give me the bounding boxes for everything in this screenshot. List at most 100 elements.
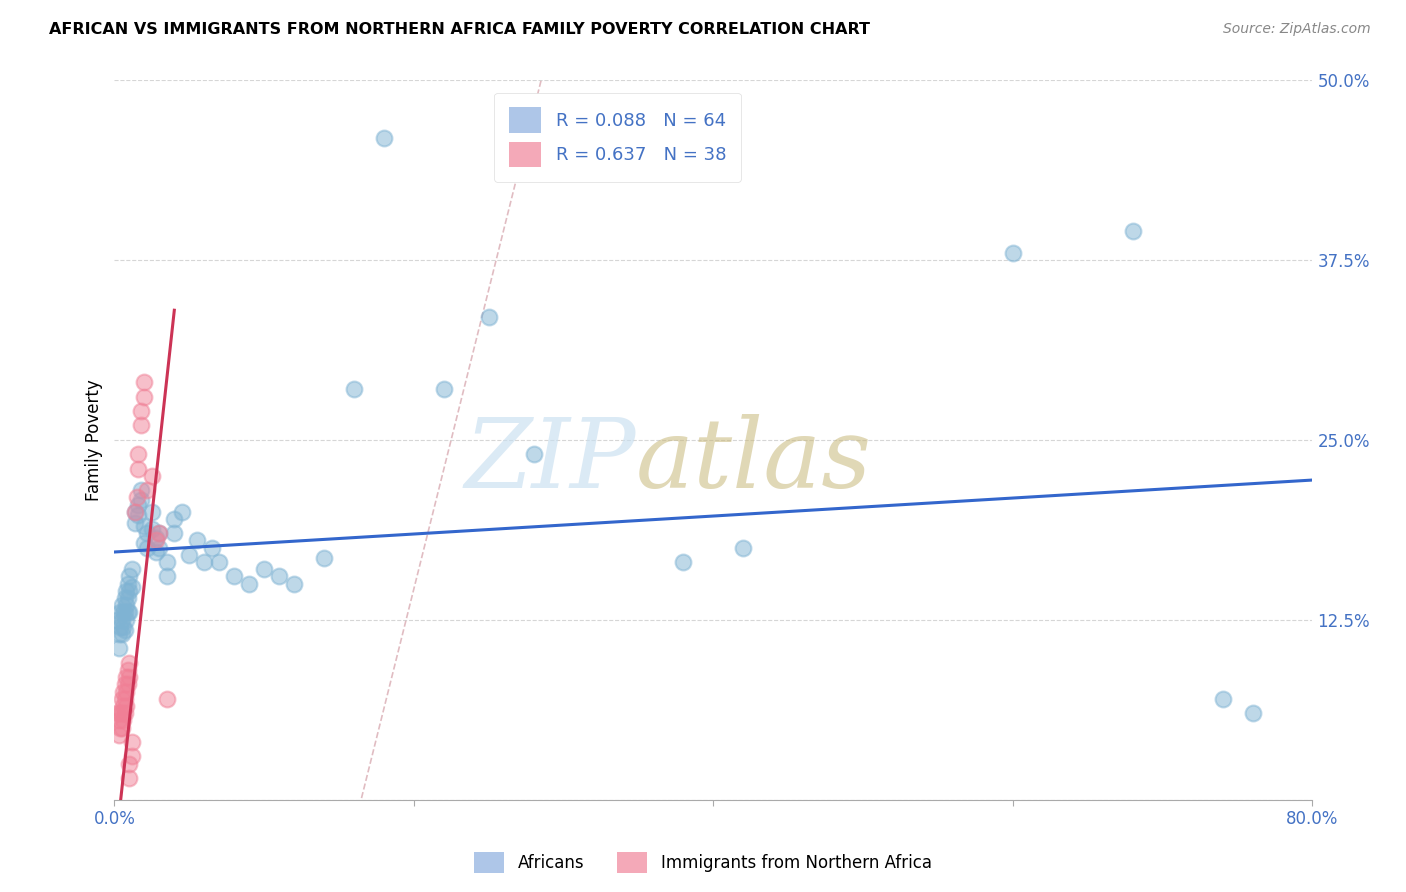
- Point: [118, 670, 141, 684]
- Point: [112, 620, 135, 634]
- Point: [111, 721, 134, 735]
- Point: [107, 613, 129, 627]
- Point: [201, 541, 224, 555]
- Point: [115, 613, 138, 627]
- Point: [1212, 691, 1234, 706]
- Point: [343, 383, 366, 397]
- Point: [156, 569, 179, 583]
- Point: [117, 576, 139, 591]
- Point: [111, 691, 134, 706]
- Point: [114, 623, 136, 637]
- Point: [114, 591, 136, 605]
- Point: [118, 606, 141, 620]
- Point: [118, 771, 141, 785]
- Point: [186, 533, 208, 548]
- Point: [131, 418, 153, 433]
- Point: [124, 505, 146, 519]
- Point: [115, 670, 138, 684]
- Point: [111, 627, 134, 641]
- Point: [170, 505, 193, 519]
- Point: [121, 562, 143, 576]
- Point: [124, 516, 146, 531]
- Point: [1122, 224, 1144, 238]
- Point: [118, 569, 141, 583]
- Point: [127, 461, 149, 475]
- Point: [156, 555, 179, 569]
- Point: [121, 735, 143, 749]
- Point: [148, 541, 170, 555]
- Point: [253, 562, 276, 576]
- Legend: R = 0.088   N = 64, R = 0.637   N = 38: R = 0.088 N = 64, R = 0.637 N = 38: [495, 93, 741, 182]
- Point: [118, 583, 141, 598]
- Point: [131, 483, 153, 497]
- Point: [134, 519, 156, 533]
- Point: [127, 447, 149, 461]
- Point: [112, 606, 135, 620]
- Point: [108, 627, 131, 641]
- Point: [127, 508, 149, 522]
- Text: atlas: atlas: [636, 415, 872, 508]
- Point: [145, 545, 167, 559]
- Text: Source: ZipAtlas.com: Source: ZipAtlas.com: [1223, 22, 1371, 37]
- Point: [111, 599, 134, 613]
- Point: [1241, 706, 1264, 721]
- Point: [148, 526, 170, 541]
- Point: [131, 404, 153, 418]
- Point: [163, 512, 186, 526]
- Point: [312, 550, 335, 565]
- Point: [115, 684, 138, 698]
- Point: [112, 684, 135, 698]
- Point: [373, 130, 395, 145]
- Point: [112, 698, 135, 713]
- Point: [121, 580, 143, 594]
- Point: [110, 606, 132, 620]
- Point: [238, 576, 260, 591]
- Point: [141, 522, 163, 536]
- Point: [136, 526, 159, 541]
- Point: [145, 531, 167, 545]
- Point: [283, 576, 305, 591]
- Point: [179, 548, 201, 562]
- Point: [121, 749, 143, 764]
- Point: [114, 691, 136, 706]
- Point: [136, 483, 159, 497]
- Point: [118, 656, 141, 670]
- Point: [117, 606, 139, 620]
- Point: [269, 569, 291, 583]
- Point: [145, 533, 167, 548]
- Point: [134, 536, 156, 550]
- Point: [108, 714, 131, 728]
- Point: [134, 390, 156, 404]
- Point: [112, 714, 135, 728]
- Point: [224, 569, 246, 583]
- Point: [111, 706, 134, 721]
- Point: [208, 555, 231, 569]
- Point: [523, 447, 546, 461]
- Point: [107, 706, 129, 721]
- Point: [111, 613, 134, 627]
- Point: [115, 583, 138, 598]
- Point: [1001, 245, 1024, 260]
- Point: [141, 468, 163, 483]
- Point: [108, 728, 131, 742]
- Point: [114, 677, 136, 691]
- Point: [125, 491, 148, 505]
- Point: [672, 555, 695, 569]
- Y-axis label: Family Poverty: Family Poverty: [86, 379, 103, 500]
- Point: [110, 721, 132, 735]
- Point: [114, 606, 136, 620]
- Point: [163, 526, 186, 541]
- Point: [110, 706, 132, 721]
- Point: [115, 698, 138, 713]
- Point: [148, 526, 170, 541]
- Point: [134, 375, 156, 389]
- Point: [433, 383, 456, 397]
- Legend: Africans, Immigrants from Northern Africa: Africans, Immigrants from Northern Afric…: [468, 846, 938, 880]
- Point: [115, 599, 138, 613]
- Point: [131, 493, 153, 508]
- Point: [156, 691, 179, 706]
- Point: [193, 555, 215, 569]
- Point: [127, 498, 149, 512]
- Point: [136, 541, 159, 555]
- Point: [118, 756, 141, 771]
